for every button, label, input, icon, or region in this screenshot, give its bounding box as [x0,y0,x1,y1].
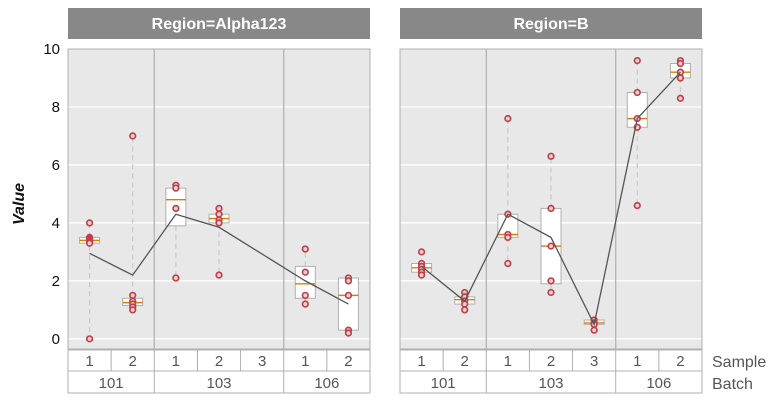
data-point [215,210,223,218]
facet-strip [68,8,370,39]
box [337,274,359,337]
plot-frame [67,48,371,350]
box [208,204,230,279]
data-point [676,94,685,102]
batch-label: 106 [646,375,671,392]
y-tick-label: 2 [52,273,60,290]
data-point [547,152,555,160]
data-point [676,59,685,68]
sample-label: 1 [172,353,180,370]
y-tick-label: 4 [52,215,60,232]
data-point [172,204,180,213]
box [669,56,691,102]
sample-label: 2 [215,353,223,370]
data-point [417,271,426,279]
facet-title: Region=B [513,16,588,33]
box [497,114,519,268]
plot-frame [399,48,703,350]
data-point [417,248,426,256]
data-point [633,201,641,210]
batch-level-label: Batch [712,376,753,393]
y-axis: 0 2 4 6 8 10 [43,41,60,348]
data-point [633,56,641,65]
data-point [215,271,223,279]
sample-label: 2 [547,353,555,370]
data-point [215,204,223,213]
sample-label: 2 [676,353,684,370]
box [79,219,101,343]
facet-panel: Region=Alpha123 1 2 101 1 2 3 103 1 2 106 [67,8,371,394]
data-point [547,204,555,213]
batch-label: 103 [538,375,563,392]
data-point [633,88,641,97]
box [122,132,144,314]
facet-title: Region=Alpha123 [152,16,287,33]
data-point [301,245,309,253]
sample-label: 2 [461,353,469,370]
mean-line [421,71,681,327]
data-point [504,233,512,242]
data-point [547,242,555,250]
sample-level-label: Sample [712,354,766,371]
sample-label: 2 [129,353,137,370]
sample-label: 1 [504,353,512,370]
sample-label: 1 [85,353,93,370]
data-point [85,335,94,343]
sample-label: 2 [344,353,352,370]
data-point [301,300,309,308]
box [294,245,316,308]
facet-strip [400,8,702,39]
box [540,152,562,297]
data-point [129,291,137,300]
category-axis: 1 2 101 1 2 3 103 1 2 106 [399,349,703,394]
mean-line [89,213,349,305]
data-point [129,306,137,314]
data-point [461,306,469,314]
facet-panel: Region=B 1 2 101 1 2 3 103 1 2 106 [399,8,703,394]
data-point [461,300,469,308]
data-point [344,329,353,337]
batch-label: 106 [314,375,339,392]
sample-label: 1 [301,353,309,370]
batch-label: 101 [99,375,124,392]
data-point [504,114,512,123]
data-point [129,132,137,140]
y-axis-label: Value [11,183,28,225]
y-tick-label: 10 [43,41,60,58]
sample-label: 3 [258,353,266,370]
batch-label: 103 [206,375,231,392]
data-point [344,277,353,285]
sample-label: 3 [590,353,598,370]
y-tick-label: 6 [52,157,60,174]
category-axis: 1 2 101 1 2 3 103 1 2 106 [67,349,371,394]
facet-panels: Region=Alpha123 1 2 101 1 2 3 103 1 2 106 Region=B 1… [67,8,703,394]
batch-label: 101 [431,375,456,392]
data-point [547,277,555,285]
data-point [590,326,598,334]
data-point [344,291,353,300]
data-point [301,291,309,300]
data-point [504,259,512,268]
data-point [547,288,555,297]
y-tick-label: 8 [52,99,60,116]
y-tick-label: 0 [52,331,60,348]
data-point [215,219,223,227]
data-point [676,74,685,82]
data-point [301,268,309,276]
plot-background [68,49,370,349]
data-point [85,219,94,227]
sample-label: 1 [417,353,425,370]
data-point [172,274,180,282]
data-point [85,239,94,247]
data-point [172,184,180,192]
sample-label: 1 [633,353,641,370]
